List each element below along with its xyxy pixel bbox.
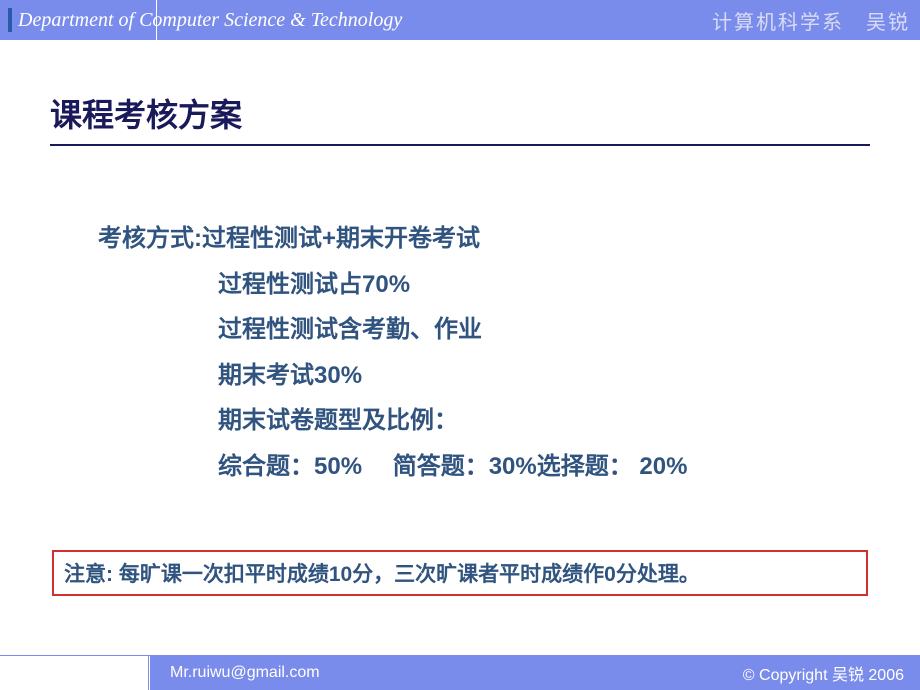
content-line-0: 考核方式:过程性测试+期末开卷考试 [98,216,870,262]
content-line-1: 过程性测试占70% [98,262,870,308]
header-vertical-divider [156,0,157,40]
note-box: 注意: 每旷课一次扣平时成绩10分，三次旷课者平时成绩作0分处理。 [52,550,868,596]
content-line-5: 综合题：50% 简答题：30%选择题： 20% [98,444,870,490]
header-accent [8,8,12,32]
slide-title: 课程考核方案 [50,90,870,146]
header-right-text: 计算机科学系 吴锐 [712,6,910,35]
dept-title: Department of Computer Science & Technol… [18,9,402,32]
slide-main: 课程考核方案 考核方式:过程性测试+期末开卷考试 过程性测试占70% 过程性测试… [0,40,920,490]
slide-content: 考核方式:过程性测试+期末开卷考试 过程性测试占70% 过程性测试含考勤、作业 … [50,216,870,490]
content-line-2: 过程性测试含考勤、作业 [98,307,870,353]
content-line-3: 期末考试30% [98,353,870,399]
header-left: Department of Computer Science & Technol… [8,0,402,40]
note-text: 注意: 每旷课一次扣平时成绩10分，三次旷课者平时成绩作0分处理。 [64,563,700,586]
footer-bar: Mr.ruiwu@gmail.com © Copyright 吴锐 2006 [150,656,920,690]
footer-vertical-divider [148,656,149,690]
content-line-4: 期末试卷题型及比例： [98,398,870,444]
footer-email: Mr.ruiwu@gmail.com [170,664,320,682]
header-bar: Department of Computer Science & Technol… [0,0,920,40]
footer: Mr.ruiwu@gmail.com © Copyright 吴锐 2006 [0,656,920,690]
footer-copyright: © Copyright 吴锐 2006 [743,661,904,685]
